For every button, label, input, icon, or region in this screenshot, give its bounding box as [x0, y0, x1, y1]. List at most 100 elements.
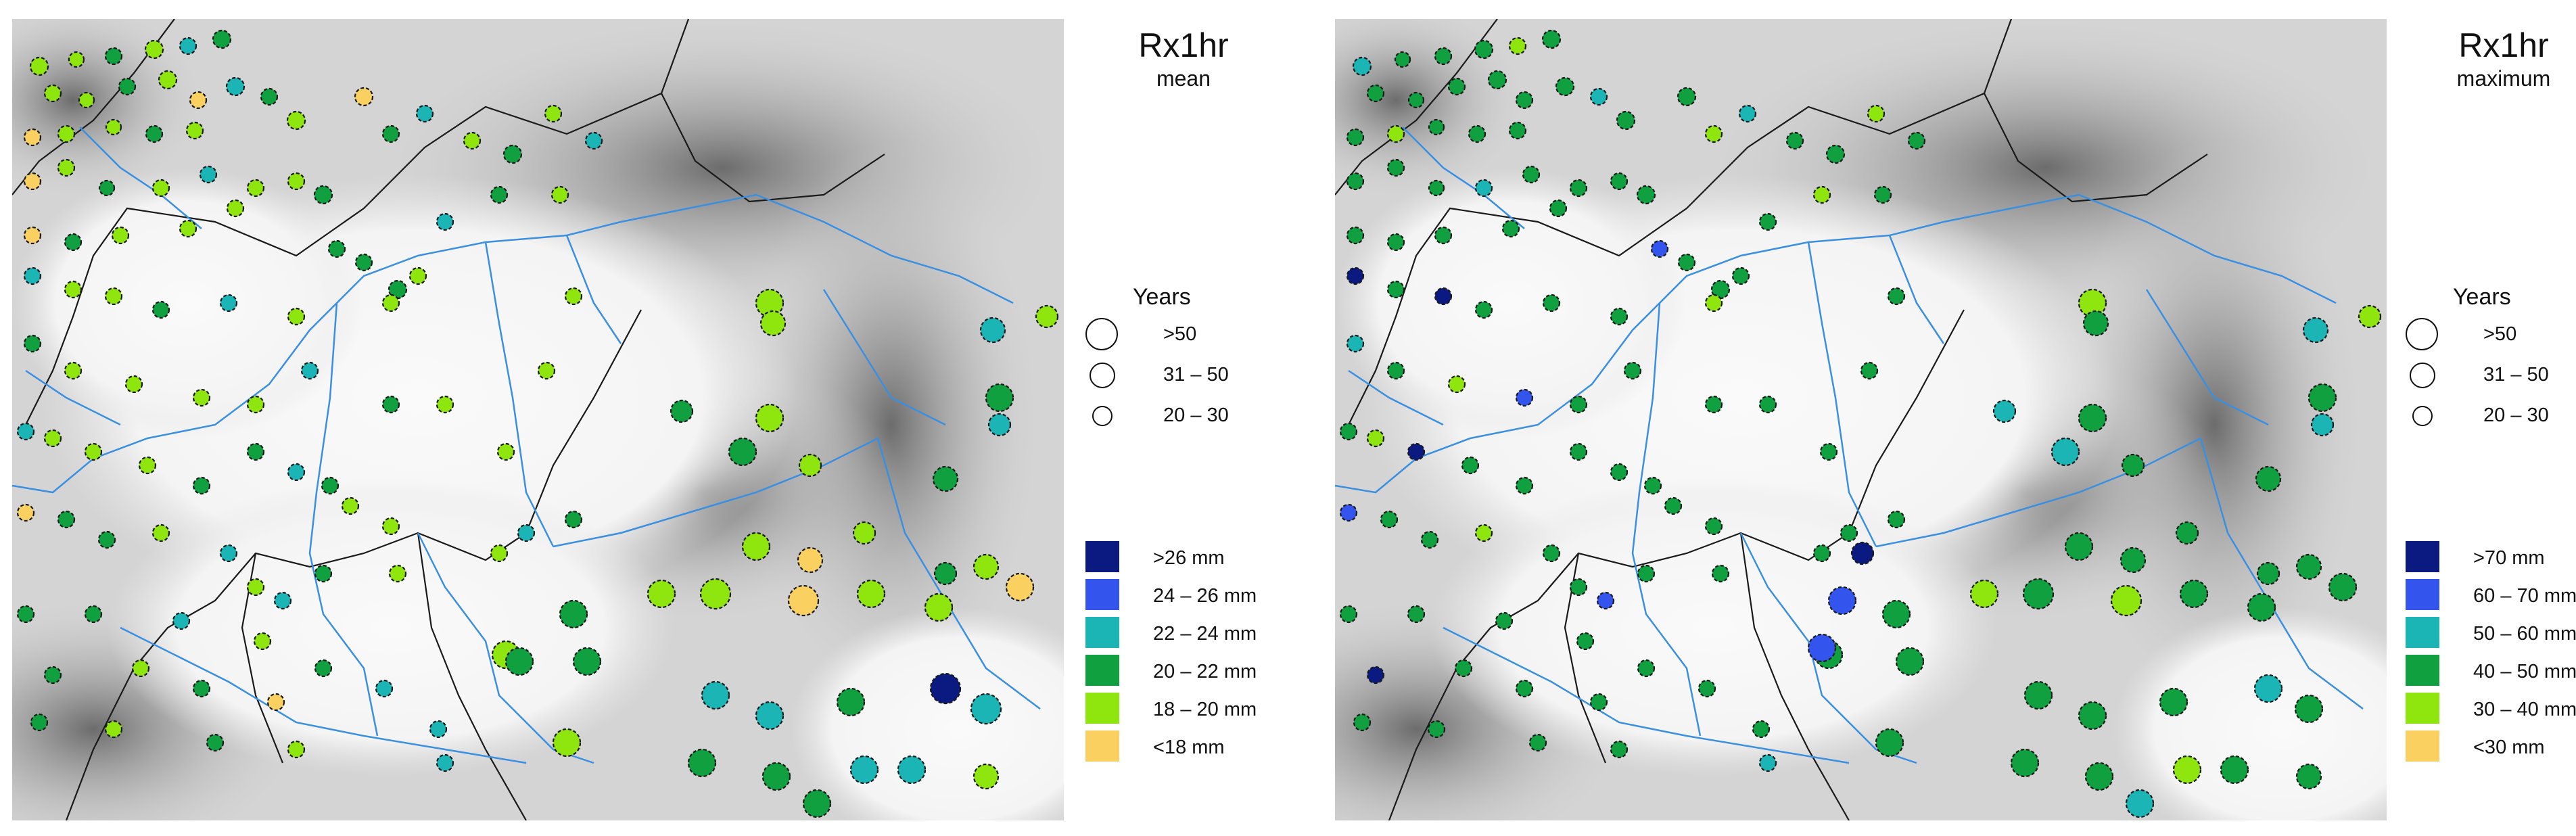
station-marker: [1616, 110, 1636, 131]
station-marker: [321, 476, 339, 495]
class-label: 50 – 60 mm: [2473, 623, 2576, 645]
station-marker: [1812, 544, 1831, 563]
station-marker: [105, 118, 122, 136]
class-legend-3: 22 – 24 mm: [1085, 617, 1288, 648]
station-marker: [1569, 578, 1588, 597]
station-marker: [973, 553, 1000, 580]
station-marker: [84, 605, 103, 624]
legend-subtitle: mean: [1156, 66, 1211, 91]
size-label-small: 20 – 30: [2483, 404, 2549, 426]
station-marker: [755, 288, 784, 318]
station-marker: [647, 579, 676, 609]
station-marker: [1752, 720, 1771, 739]
station-marker: [219, 544, 238, 563]
station-marker: [1992, 399, 2017, 423]
size-legend-small: 20 – 30: [1085, 399, 1275, 433]
station-marker: [124, 375, 143, 394]
station-marker: [1386, 233, 1405, 252]
station-marker: [97, 530, 116, 549]
station-marker: [1386, 361, 1405, 380]
station-marker: [1758, 212, 1777, 231]
station-marker: [933, 561, 958, 586]
station-marker: [2064, 532, 2094, 561]
station-marker: [436, 753, 454, 772]
station-markers: [1339, 29, 2382, 818]
station-marker: [1887, 510, 1906, 529]
station-marker: [1447, 77, 1466, 96]
station-marker: [16, 605, 35, 624]
station-marker: [273, 591, 292, 610]
class-label: 60 – 70 mm: [2473, 585, 2576, 607]
class-label: 30 – 40 mm: [2473, 699, 2576, 720]
station-marker: [787, 584, 820, 617]
station-marker: [1758, 395, 1777, 414]
legend-title: Rx1hr: [1138, 26, 1229, 64]
station-marker: [2256, 561, 2280, 586]
station-marker: [2023, 680, 2053, 710]
station-marker: [1428, 118, 1445, 136]
station-marker: [1434, 287, 1453, 306]
station-marker: [979, 317, 1006, 344]
station-marker: [987, 413, 1012, 437]
station-marker: [1738, 104, 1757, 123]
class-legend-4: 20 – 22 mm: [1085, 655, 1288, 686]
station-marker: [43, 429, 62, 448]
class-swatch: [1085, 617, 1119, 648]
class-label: <30 mm: [2473, 737, 2545, 758]
station-marker: [1589, 87, 1608, 106]
station-marker: [2051, 437, 2080, 467]
station-marker: [266, 693, 285, 712]
size-circle-large: [1085, 318, 1118, 350]
station-marker: [300, 361, 319, 380]
station-marker: [2310, 413, 2335, 437]
class-label: >70 mm: [2473, 547, 2545, 569]
class-label: 40 – 50 mm: [2473, 661, 2576, 682]
station-marker: [970, 693, 1002, 725]
station-marker: [836, 687, 866, 717]
station-marker: [219, 294, 238, 312]
station-marker: [246, 395, 265, 414]
station-marker: [985, 383, 1014, 413]
class-label: <18 mm: [1153, 737, 1225, 758]
station-marker: [2179, 579, 2209, 609]
station-marker: [728, 437, 757, 467]
station-marker: [138, 456, 157, 475]
station-marker: [490, 185, 509, 204]
station-marker: [852, 521, 876, 545]
station-marker: [2172, 755, 2202, 785]
station-marker: [287, 463, 306, 482]
station-marker: [145, 124, 164, 143]
station-marker: [253, 632, 272, 651]
station-marker: [429, 720, 448, 739]
station-marker: [1711, 564, 1730, 583]
class-label: 22 – 24 mm: [1153, 623, 1257, 645]
station-marker: [1474, 524, 1493, 542]
station-marker: [2159, 687, 2188, 717]
station-marker: [1704, 395, 1723, 414]
station-marker: [1555, 76, 1575, 97]
station-marker: [1637, 659, 1656, 678]
station-marker: [246, 578, 265, 597]
station-marker: [2125, 789, 2155, 818]
station-marker: [1386, 280, 1405, 299]
station-marker: [551, 185, 569, 204]
station-marker: [68, 51, 85, 68]
station-marker: [104, 287, 123, 306]
station-marker: [1339, 422, 1358, 441]
station-marker: [1542, 294, 1561, 312]
station-marker: [544, 104, 563, 123]
station-marker: [2295, 763, 2322, 790]
station-marker: [1434, 226, 1453, 245]
station-marker: [1907, 131, 1926, 150]
station-marker: [517, 524, 536, 542]
station-marker: [1860, 361, 1879, 380]
station-marker: [43, 84, 62, 103]
station-marker: [1495, 611, 1514, 630]
station-marker: [151, 524, 170, 542]
station-marker: [381, 395, 400, 414]
station-marker: [1569, 395, 1588, 414]
station-marker: [1461, 456, 1480, 475]
station-marker: [490, 544, 509, 563]
station-marker: [436, 395, 454, 414]
station-marker: [1515, 388, 1534, 407]
